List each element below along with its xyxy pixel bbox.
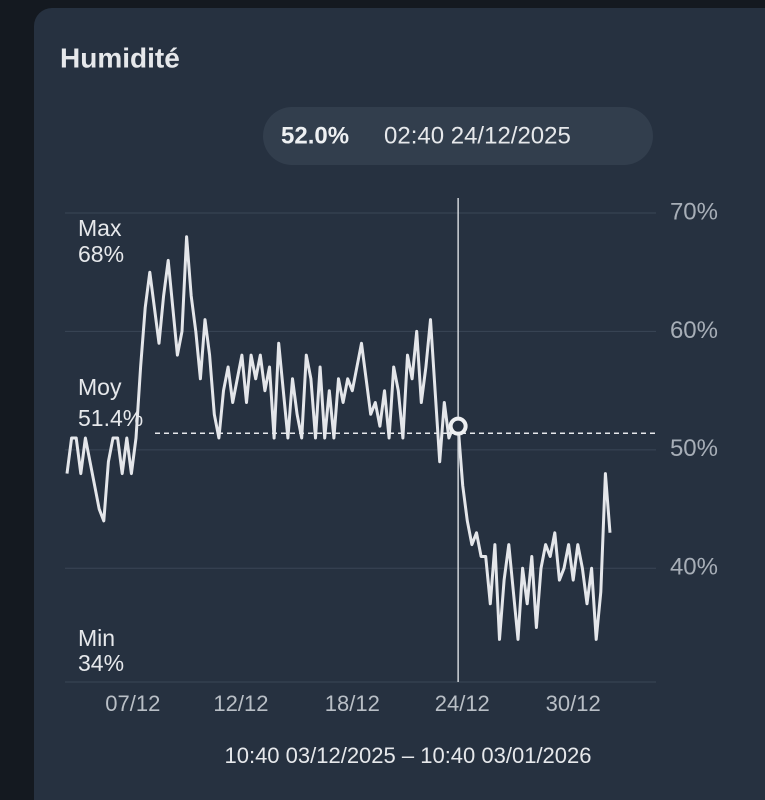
x-tick-label: 24/12 — [435, 691, 490, 716]
y-tick-label: 50% — [670, 435, 718, 462]
mean-value: 51.4% — [78, 405, 143, 431]
min-name: Min — [78, 625, 115, 651]
card-title: Humidité — [60, 42, 180, 73]
humidity-line — [65, 235, 612, 641]
time-range: 10:40 03/12/2025 – 10:40 03/01/2026 — [224, 743, 591, 768]
cursor-point — [448, 416, 468, 436]
min-value: 34% — [78, 650, 124, 676]
tooltip-value: 52.0% — [281, 122, 349, 149]
x-tick-label: 30/12 — [546, 691, 601, 716]
tooltip-time: 02:40 24/12/2025 — [384, 122, 571, 149]
x-tick-label: 18/12 — [325, 691, 380, 716]
max-value: 68% — [78, 241, 124, 267]
x-tick-label: 07/12 — [105, 691, 160, 716]
y-tick-label: 70% — [670, 198, 718, 225]
x-tick-label: 12/12 — [213, 691, 268, 716]
max-name: Max — [78, 215, 122, 241]
tooltip-pill — [263, 107, 653, 165]
mean-name: Moy — [78, 374, 122, 400]
y-tick-label: 40% — [670, 554, 718, 581]
y-tick-label: 60% — [670, 317, 718, 344]
